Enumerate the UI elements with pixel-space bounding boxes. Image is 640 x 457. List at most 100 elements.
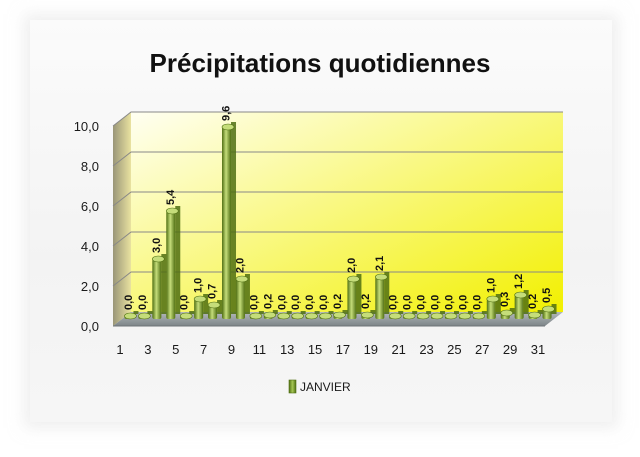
bar-day-28 <box>500 308 515 319</box>
bar-side <box>286 311 292 314</box>
bar-day-21 <box>402 311 418 320</box>
bar-cap <box>263 311 277 319</box>
data-label: 0,0 <box>290 295 302 310</box>
y-axis-tick-labels: 0,0 2,0 4,0 6,0 8,0 10,0 <box>74 119 99 334</box>
y-tick-label: 6,0 <box>81 199 99 214</box>
bar-day-16 <box>333 310 348 319</box>
bar-body <box>486 299 496 319</box>
bar-cap <box>375 273 388 281</box>
bar-day-30 <box>528 310 543 319</box>
back-wall <box>131 112 563 312</box>
data-label: 0,0 <box>137 295 149 310</box>
data-label: 0,0 <box>123 295 135 310</box>
bars <box>124 122 557 320</box>
bar-cap <box>165 207 179 215</box>
data-label: 0,0 <box>276 295 288 310</box>
bar-cap <box>444 312 458 320</box>
bar-side <box>203 294 209 314</box>
x-tick-label: 5 <box>172 342 179 357</box>
bar-day-17 <box>347 274 362 319</box>
walls <box>113 112 563 327</box>
data-label: 9,6 <box>221 106 233 121</box>
bar-cap <box>124 312 137 320</box>
gridlines <box>112 111 563 287</box>
bar-side <box>147 311 153 314</box>
data-label: 1,0 <box>193 278 205 293</box>
bar-day-22 <box>416 311 432 320</box>
bar-side <box>523 290 529 314</box>
x-tick-label: 25 <box>447 342 461 357</box>
x-tick-label: 13 <box>280 342 294 357</box>
x-axis-tick-labels: 1 3 5 7 9 11 13 15 17 19 21 23 25 27 29 31 <box>116 342 545 357</box>
bar-side <box>342 310 348 314</box>
bar-cap <box>500 309 514 317</box>
bar-day-1 <box>124 311 139 320</box>
bar-side <box>426 311 432 314</box>
bar-side <box>440 311 446 314</box>
data-label: 1,0 <box>485 278 497 293</box>
y-tick-label: 0,0 <box>81 319 99 334</box>
y-tick-label: 8,0 <box>81 159 99 174</box>
data-label: 3,0 <box>151 238 163 253</box>
x-tick-label: 19 <box>364 342 378 357</box>
x-tick-label: 15 <box>308 342 322 357</box>
bar-day-27 <box>486 294 501 319</box>
bar-body <box>375 277 385 319</box>
data-label: 0,0 <box>443 295 455 310</box>
bar-day-5 <box>179 311 195 320</box>
data-label: 0,0 <box>402 295 414 310</box>
data-label: 0,5 <box>541 288 553 303</box>
bar-cap <box>207 301 221 309</box>
data-label: 0,0 <box>471 295 483 310</box>
bar-day-8 <box>221 122 237 319</box>
x-tick-label: 1 <box>116 342 123 357</box>
legend-swatch-janvier <box>288 379 297 394</box>
data-label: 0,0 <box>416 295 428 310</box>
x-tick-label: 27 <box>475 342 489 357</box>
bar-cap <box>138 312 151 320</box>
bar-side <box>217 300 223 314</box>
y-tick-label: 2,0 <box>81 279 99 294</box>
bar-day-26 <box>472 311 487 320</box>
bar-side <box>300 311 306 314</box>
bar-cap <box>402 312 416 320</box>
data-label: 1,2 <box>513 274 525 289</box>
data-label: 0,0 <box>388 295 400 310</box>
x-tick-label: 29 <box>503 342 517 357</box>
bar-day-2 <box>138 311 153 320</box>
x-tick-label: 11 <box>253 342 267 357</box>
bar-side <box>398 311 404 314</box>
bar-body <box>514 295 524 319</box>
bar-side <box>189 311 195 314</box>
bar-side <box>258 311 264 314</box>
bar-side <box>356 274 362 314</box>
bar-body <box>222 127 232 319</box>
bar-cap <box>347 275 360 283</box>
bar-body <box>152 259 162 319</box>
bar-day-13 <box>291 311 306 320</box>
bar-day-14 <box>305 311 320 320</box>
x-tick-label: 21 <box>391 342 405 357</box>
bar-side <box>161 254 167 314</box>
side-wall <box>113 112 131 326</box>
bar-day-3 <box>152 254 167 319</box>
bar-cap <box>249 312 263 320</box>
bar-cap <box>193 295 207 303</box>
bar-day-4 <box>165 206 181 319</box>
data-label: 0,7 <box>207 284 219 299</box>
bar-day-29 <box>514 290 529 319</box>
data-label: 0,0 <box>304 295 316 310</box>
bar-cap <box>514 291 527 299</box>
bar-cap <box>333 311 346 319</box>
bar-side <box>370 310 376 314</box>
bar-side <box>314 311 320 314</box>
bar-body <box>347 279 357 319</box>
bar-cap <box>179 312 193 320</box>
bar-cap <box>430 312 444 320</box>
data-label: 0,2 <box>262 294 274 309</box>
gridline <box>112 271 563 287</box>
bar-day-23 <box>430 311 446 320</box>
bar-day-24 <box>444 311 459 320</box>
bar-side <box>175 206 181 314</box>
bar-body <box>194 299 204 319</box>
